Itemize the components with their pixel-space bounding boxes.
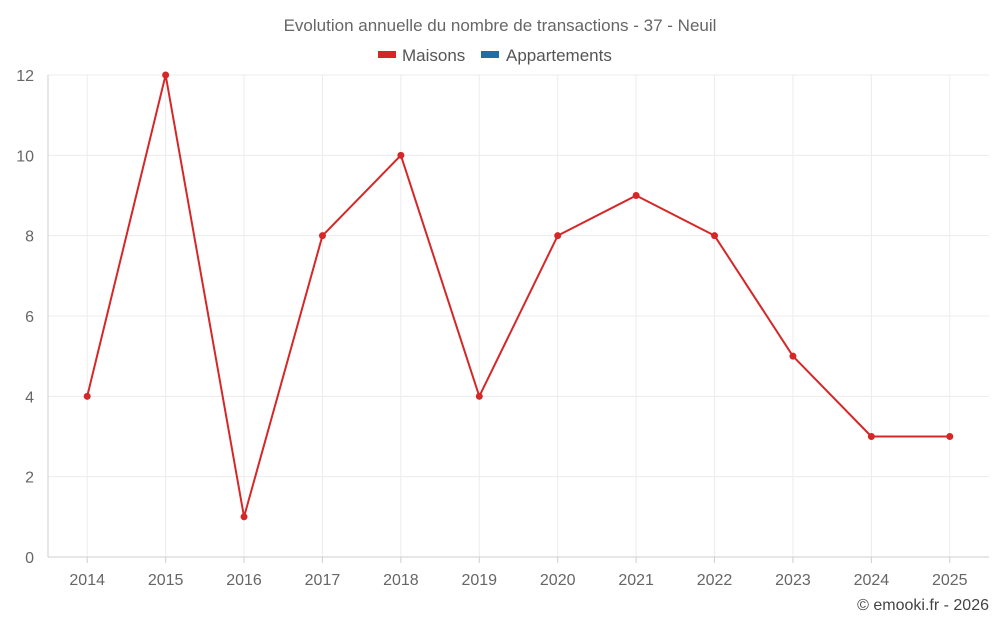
legend-label-maisons: Maisons <box>402 46 465 65</box>
x-tick-label: 2021 <box>618 572 654 589</box>
x-tick-label: 2022 <box>697 572 733 589</box>
legend: Maisons Appartements <box>378 46 612 65</box>
x-tick-label: 2015 <box>148 572 184 589</box>
credit: © emooki.fr - 2026 <box>857 597 989 614</box>
y-tick-label: 6 <box>25 309 34 326</box>
x-tick-label: 2020 <box>540 572 576 589</box>
data-point-maisons-2015[interactable] <box>162 71 170 79</box>
legend-swatch-appartements <box>481 51 499 58</box>
x-tick-label: 2016 <box>226 572 262 589</box>
data-point-maisons-2014[interactable] <box>83 392 91 400</box>
data-point-maisons-2016[interactable] <box>240 513 248 521</box>
y-tick-label: 10 <box>16 148 34 165</box>
data-point-maisons-2022[interactable] <box>711 232 719 240</box>
x-tick-label: 2019 <box>461 572 497 589</box>
y-tick-label: 0 <box>25 550 34 567</box>
x-tick-label: 2014 <box>69 572 105 589</box>
x-axis-ticks: 2014 2015 2016 2017 2018 2019 2020 2021 2022 2023… <box>69 572 967 589</box>
x-tick-label: 2024 <box>854 572 890 589</box>
data-point-maisons-2024[interactable] <box>867 433 875 440</box>
data-point-maisons-2017[interactable] <box>318 232 326 240</box>
series <box>83 71 954 521</box>
series-line-maisons <box>86 74 950 518</box>
chart-title: Evolution annuelle du nombre de transact… <box>284 16 717 35</box>
legend-label-appartements: Appartements <box>506 46 612 65</box>
legend-swatch-maisons <box>378 51 396 58</box>
y-tick-label: 12 <box>16 68 34 85</box>
x-tick-label: 2023 <box>775 572 811 589</box>
x-tick-label: 2025 <box>932 572 968 589</box>
legend-item-appartements[interactable]: Appartements <box>481 46 612 65</box>
data-point-maisons-2025[interactable] <box>946 433 954 440</box>
data-point-maisons-2019[interactable] <box>475 392 483 400</box>
y-tick-label: 8 <box>25 229 34 246</box>
legend-item-maisons[interactable]: Maisons <box>378 46 465 65</box>
x-tick-label: 2017 <box>305 572 341 589</box>
data-point-maisons-2023[interactable] <box>789 352 797 360</box>
y-tick-label: 4 <box>25 389 34 406</box>
y-axis-ticks: 0 2 4 6 8 10 12 <box>16 68 34 567</box>
axes <box>47 75 989 563</box>
y-tick-label: 2 <box>25 470 34 487</box>
data-point-maisons-2020[interactable] <box>554 232 562 240</box>
data-point-maisons-2021[interactable] <box>632 192 640 199</box>
x-tick-label: 2018 <box>383 572 419 589</box>
data-point-maisons-2018[interactable] <box>397 151 405 159</box>
